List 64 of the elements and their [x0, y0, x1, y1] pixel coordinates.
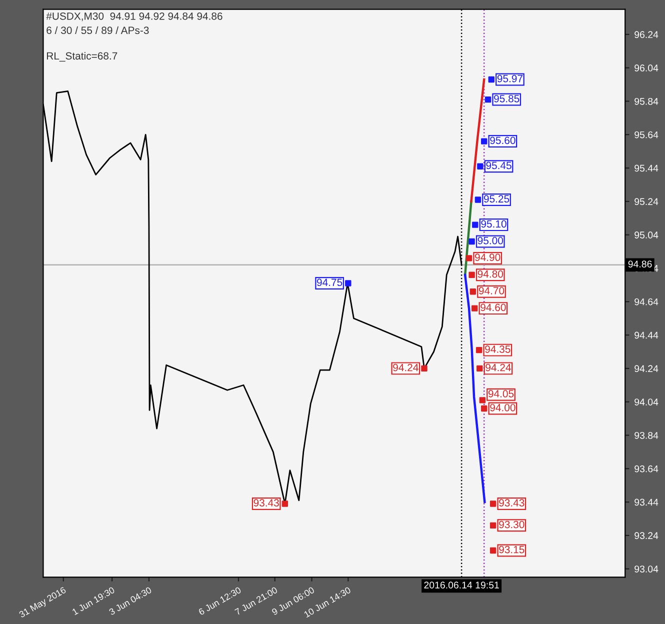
- data-label: 93.30: [499, 520, 524, 528]
- data-label: 95.97: [497, 74, 522, 82]
- point: [476, 346, 482, 354]
- y-tick-label: 95.04: [634, 232, 658, 238]
- point: [488, 76, 494, 83]
- point: [474, 196, 482, 203]
- data-label: 93.43: [254, 499, 279, 507]
- point: [477, 163, 484, 170]
- data-label: 94.75: [317, 278, 342, 286]
- text: 6 / 30 / 55 / 89 / APs-3: [46, 26, 149, 34]
- data-label: 94.24: [486, 364, 511, 372]
- point: [484, 96, 492, 103]
- y-tick-label: 95.84: [634, 98, 658, 105]
- data-label: 94.80: [478, 270, 504, 278]
- y-tick-label: 94.24: [634, 365, 658, 372]
- data-label: 94.24: [393, 364, 418, 372]
- data-label: 94.00: [490, 404, 516, 412]
- point: [345, 280, 352, 286]
- data-label: 94.70: [478, 287, 504, 294]
- point: [481, 138, 488, 144]
- y-tick-label: 95.24: [634, 198, 658, 206]
- point: [490, 547, 496, 554]
- y-tick-label: 93.84: [634, 432, 658, 439]
- data-label: 94.90: [475, 254, 500, 262]
- data-label: 94.05: [488, 390, 514, 398]
- data-label: 94.60: [480, 304, 506, 312]
- data-label: 94.35: [485, 345, 510, 353]
- data-label: 95.85: [494, 94, 520, 102]
- annotation: RL_Static=68.7: [46, 52, 118, 62]
- point: [490, 500, 496, 507]
- data-label: 95.25: [484, 195, 510, 203]
- point: [470, 288, 476, 295]
- chart-title: #USDX,M30 94.91 94.92 94.84 94.86: [46, 12, 222, 22]
- point: [481, 405, 488, 412]
- x-tick-label: 31 May 2016: [18, 586, 68, 620]
- y-tick-label: 93.64: [634, 465, 658, 472]
- data-label: 95.45: [486, 162, 512, 170]
- ref-line-label: 2016.06.14 19:51: [424, 582, 499, 589]
- y-tick-label: 95.64: [634, 131, 658, 138]
- point: [490, 522, 496, 529]
- point: [468, 238, 475, 245]
- y-tick-label: 96.04: [634, 64, 658, 72]
- y-tick-label: 96.24: [634, 31, 658, 38]
- point: [471, 305, 478, 312]
- data-label: 95.60: [490, 136, 516, 144]
- y-tick-label: 94.44: [634, 332, 658, 339]
- data-label: 93.43: [499, 499, 524, 507]
- y-tick-label: 94.04: [634, 398, 658, 406]
- data-label: 93.15: [499, 546, 524, 554]
- data-label: 95.10: [481, 220, 506, 228]
- data-label: 95.00: [478, 236, 504, 244]
- y-tick-label: 95.44: [634, 164, 658, 172]
- y-tick-label: 93.44: [634, 498, 658, 506]
- point: [476, 365, 483, 372]
- y-tick-label: 94.64: [634, 298, 658, 306]
- ref-line-label: 94.86: [628, 260, 652, 268]
- point: [472, 222, 478, 228]
- y-tick-label: 93.24: [634, 532, 658, 540]
- point: [468, 272, 475, 278]
- point: [479, 397, 486, 404]
- point: [421, 365, 428, 372]
- y-tick-label: 93.04: [634, 566, 658, 572]
- point: [466, 255, 472, 262]
- point: [282, 500, 288, 507]
